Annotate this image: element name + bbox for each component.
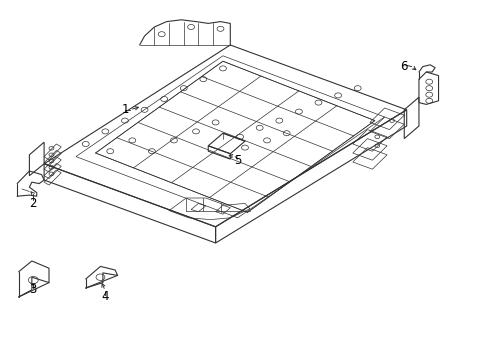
Text: 4: 4 — [101, 291, 109, 303]
Text: 5: 5 — [234, 154, 242, 167]
Text: 1: 1 — [121, 103, 129, 116]
Text: 6: 6 — [400, 60, 408, 73]
Text: 3: 3 — [29, 283, 37, 296]
Text: 2: 2 — [29, 197, 37, 210]
